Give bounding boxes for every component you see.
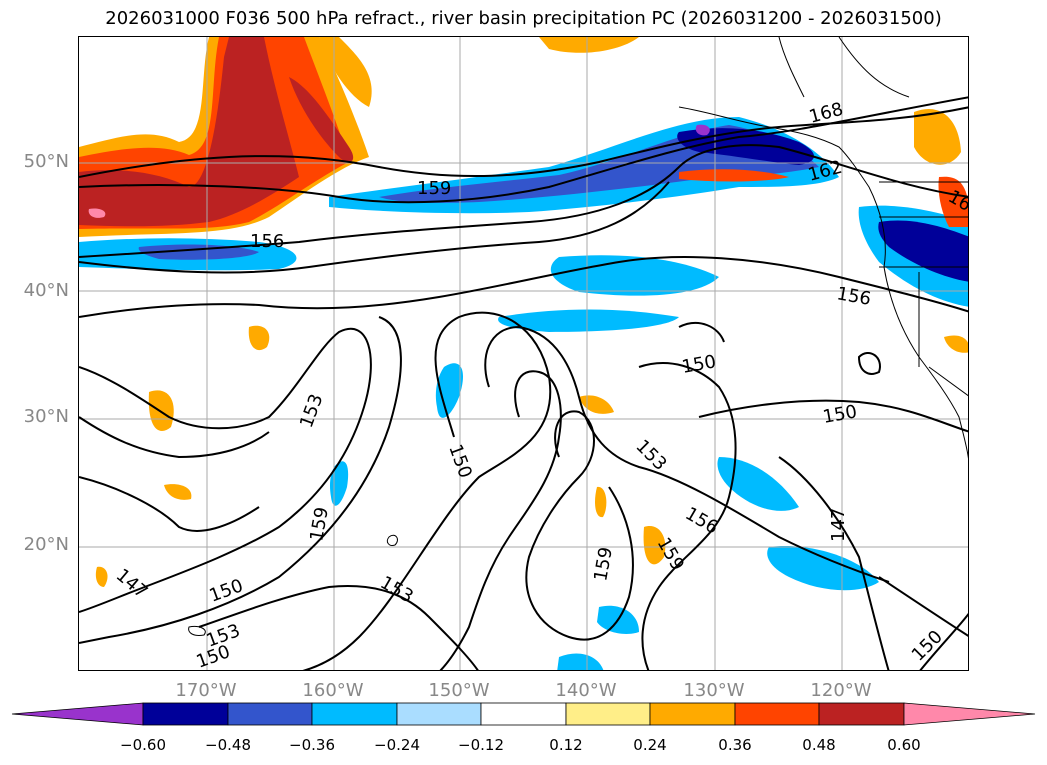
positive-patch-ne-2 [938,176,968,227]
colorbar-tick: −0.36 [289,736,335,754]
shaded-field [79,37,968,670]
refractivity-contours [79,96,968,670]
negative-region-east-core [878,220,968,282]
colorbar-tick: 0.60 [887,736,921,754]
lon-label-130w: 130°W [683,680,745,701]
contour-label: 153 [296,391,327,430]
contour-label: 159 [590,545,617,582]
contour-label: 153 [631,436,670,475]
lat-label-40n: 40°N [23,280,69,301]
lon-label-120w: 120°W [810,680,872,701]
positive-plume-max-dot [88,208,106,218]
colorbar-tick: −0.48 [205,736,251,754]
positive-patch-north [319,37,372,107]
contour-label: 150 [821,401,858,428]
colorbar-tick: 0.36 [718,736,752,754]
lon-label-150w: 150°W [428,680,490,701]
positive-patch-north-2 [539,37,639,53]
map-canvas: 168 162 16 159 156 156 150 150 153 150 1… [79,37,968,671]
map-panel[interactable]: 168 162 16 159 156 156 150 150 153 150 1… [78,36,969,671]
lon-label-140w: 140°W [555,680,617,701]
coastlines [188,37,968,636]
graticule [79,37,968,670]
colorbar-segment [11,702,144,726]
colorbar-tick: 0.24 [633,736,667,754]
contour-label: 147 [828,508,849,542]
positive-patch-mid-1 [248,325,270,351]
negative-patch-mid-1 [550,255,719,296]
positive-patch-ne [914,108,961,165]
colorbar-tick: 0.12 [549,736,583,754]
negative-patch-south-2 [557,653,604,670]
positive-patch-e-coast [679,169,789,182]
colorbar-segments [11,702,1036,726]
lon-label-170w: 170°W [175,680,237,701]
colorbar-segment [142,702,229,726]
positive-plume-center [289,77,354,163]
contour-label: 156 [250,231,284,252]
positive-patch-mid-4 [643,526,666,565]
colorbar-segment [227,702,313,726]
colorbar-tick: −0.24 [374,736,420,754]
positive-patch-mid-3 [579,395,614,414]
contour-label: 150 [207,575,246,606]
contour-label: 150 [680,351,717,378]
negative-patch-mid-3 [435,363,464,418]
colorbar-tick: −0.60 [120,736,166,754]
colorbar-segment [818,702,905,726]
negative-patch-hawaii [330,461,349,506]
colorbar-segment [396,702,482,726]
colorbar-segment [311,702,398,726]
lat-label-50n: 50°N [23,151,69,172]
contour-label: 159 [306,505,333,542]
positive-patch-w-2 [95,566,108,587]
colorbar-segment [649,702,736,726]
colorbar-tick: −0.12 [458,736,504,754]
lat-label-30n: 30°N [23,406,69,427]
negative-patch-mid-2 [498,309,679,332]
lon-label-160w: 160°W [302,680,364,701]
positive-patch-e-coast-2 [944,335,968,353]
colorbar-segment [565,702,651,726]
positive-patch-mid-5 [595,486,607,518]
contour-label: 159 [417,178,451,199]
positive-plume-west-max [79,37,299,227]
positive-patch-w [164,484,192,500]
negative-band-north-min [695,124,710,136]
colorbar-segment [903,702,1036,726]
colorbar-segment [734,702,820,726]
map-title: 2026031000 F036 500 hPa refract., river … [105,8,942,29]
contour-label: 150 [194,641,233,671]
negative-patch-se [767,546,879,591]
negative-patch-sw [717,457,799,511]
lat-label-20n: 20°N [23,534,69,555]
contour-label: 156 [682,503,722,538]
colorbar-segment [480,702,567,726]
contour-label: 156 [835,283,872,310]
negative-band-west-core [138,244,259,260]
colorbar-tick: 0.48 [802,736,836,754]
colorbar [11,702,1036,726]
contour-label: 150 [444,442,475,481]
contour-label: 150 [908,626,947,665]
